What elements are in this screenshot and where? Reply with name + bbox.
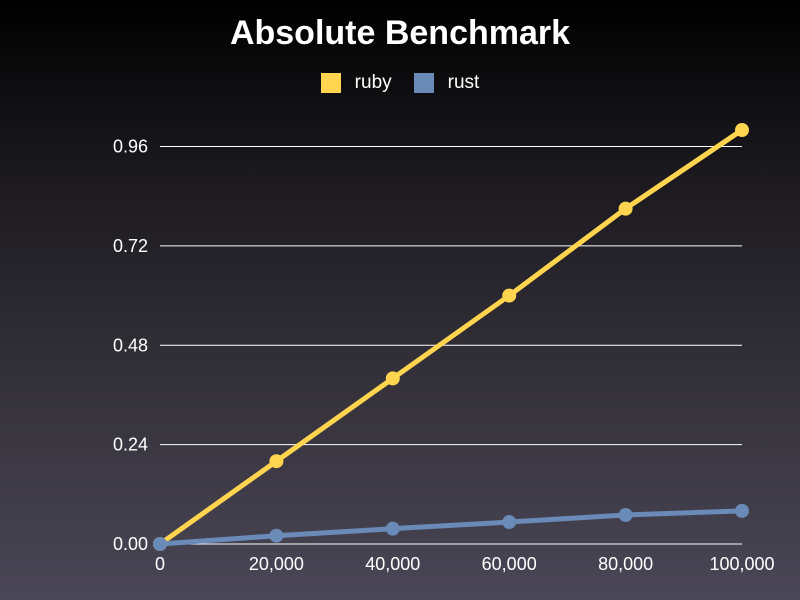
data-point-ruby	[618, 201, 633, 216]
series-line-ruby	[157, 127, 745, 547]
x-tick-label: 20,000	[249, 554, 304, 574]
legend-label-ruby: ruby	[354, 72, 392, 93]
y-tick-label: 0.72	[113, 236, 148, 256]
data-point-ruby	[385, 371, 400, 386]
y-tick-label: 0.96	[113, 137, 148, 157]
data-point-rust	[618, 508, 633, 523]
legend-label-rust: rust	[447, 72, 480, 93]
legend-swatch-rust	[413, 73, 434, 93]
x-tick-label: 40,000	[365, 554, 420, 574]
data-point-rust	[735, 503, 749, 518]
data-point-rust	[385, 521, 400, 536]
legend: ruby rust	[0, 72, 800, 94]
y-tick-label: 0.00	[113, 534, 148, 554]
legend-item-rust[interactable]: rust	[413, 72, 480, 94]
data-point-rust	[153, 537, 167, 551]
data-point-ruby	[269, 454, 284, 469]
x-tick-label: 60,000	[482, 554, 537, 574]
x-tick-label: 0	[155, 554, 165, 574]
x-tick-label: 100,000	[709, 554, 774, 574]
legend-item-ruby[interactable]: ruby	[320, 72, 392, 94]
y-tick-label: 0.24	[113, 435, 148, 455]
chart-title: Absolute Benchmark	[229, 14, 571, 52]
data-point-ruby	[502, 288, 517, 303]
series-line-rust	[157, 508, 745, 547]
y-tick-label: 0.48	[113, 335, 148, 355]
data-point-rust	[502, 515, 517, 530]
data-point-rust	[269, 528, 284, 543]
x-tick-label: 80,000	[598, 554, 653, 574]
data-point-ruby	[735, 123, 749, 137]
legend-swatch-ruby	[320, 73, 341, 93]
